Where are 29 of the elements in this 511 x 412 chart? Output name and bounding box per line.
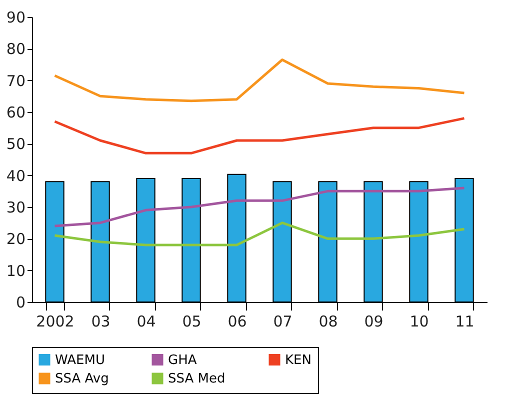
line-series (54, 117, 466, 154)
x-tick-label: 2002 (36, 312, 74, 330)
x-tick-label: 11 (455, 312, 474, 330)
x-tick-label: 10 (410, 312, 429, 330)
x-tick-label: 04 (136, 312, 156, 330)
y-tick-label: 90 (6, 8, 26, 26)
legend-label: SSA Med (168, 372, 226, 386)
x-tick-label: 09 (364, 312, 384, 330)
y-tick-label: 10 (6, 262, 26, 280)
legend-label: KEN (285, 352, 312, 368)
x-tick-label: 03 (91, 312, 110, 330)
x-tick-label: 07 (273, 312, 292, 330)
y-tick-label: 50 (6, 135, 26, 154)
x-tick-label: 08 (318, 312, 338, 330)
legend-label: GHA (168, 352, 197, 368)
y-tick-label: 20 (6, 230, 26, 248)
line-series (54, 222, 466, 246)
y-tick-label: 80 (6, 40, 26, 58)
line-series (54, 186, 466, 228)
line-series (54, 58, 466, 102)
y-tick-label: 0 (16, 294, 26, 312)
x-tick-label: 05 (182, 312, 202, 330)
y-tick-label: 70 (6, 72, 26, 90)
y-tick-label: 30 (6, 198, 26, 216)
y-tick-label: 60 (6, 104, 26, 122)
y-tick-label: 40 (6, 166, 26, 185)
legend-label: SSA Avg (55, 372, 109, 386)
legend-label: WAEMU (55, 352, 105, 368)
x-tick-label: 06 (228, 312, 247, 330)
